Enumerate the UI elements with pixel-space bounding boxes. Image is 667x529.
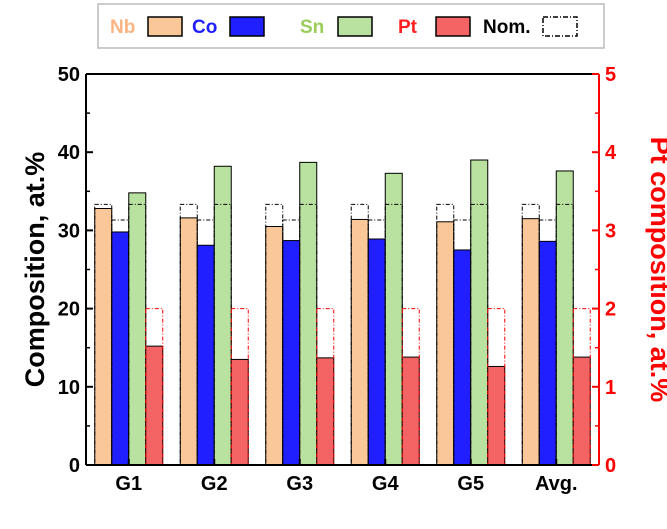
left-tick-label: 0: [69, 455, 80, 477]
legend-swatch-nb: [147, 16, 183, 37]
bar-nb-avg: [521, 218, 540, 466]
x-tick-label: G5: [457, 473, 484, 495]
right-tick-label: 2: [605, 299, 616, 321]
left-tick-label: 40: [58, 142, 80, 164]
right-tick-label: 4: [605, 142, 617, 164]
legend-swatch-sn: [337, 16, 373, 37]
legend-label-pt: Pt: [398, 17, 418, 38]
plot-area: [94, 159, 591, 466]
bar-pt-g2: [230, 358, 249, 466]
bar-co-g3: [282, 240, 301, 466]
left-tick-label: 50: [58, 64, 80, 86]
nominal-marker-sn: [470, 203, 489, 466]
bar-nb-g4: [350, 218, 369, 466]
nominal-marker-sn: [384, 203, 403, 466]
nominal-marker-sn: [128, 203, 147, 466]
bar-nb-g3: [265, 225, 284, 466]
x-tick-label: G2: [201, 473, 228, 495]
bar-nb-g5: [436, 221, 455, 466]
bar-co-g5: [453, 249, 472, 466]
right-axis-title: Pt composition, at.%: [645, 137, 667, 403]
left-tick-label: 10: [58, 377, 80, 399]
legend-swatch-co: [229, 16, 265, 37]
nominal-marker-sn: [299, 203, 318, 466]
bar-co-g4: [367, 238, 386, 466]
bar-sn-g1: [128, 192, 147, 466]
x-tick-label: G1: [115, 473, 142, 495]
bar-sn-g4: [384, 172, 403, 466]
legend-label-nb: Nb: [110, 17, 135, 38]
bar-pt-g1: [145, 345, 164, 466]
bar-co-g1: [111, 231, 130, 466]
nominal-marker-sn: [555, 203, 574, 466]
right-tick-label: 1: [605, 377, 616, 399]
x-tick-label: G4: [372, 473, 400, 495]
bar-nb-g1: [94, 208, 113, 466]
bar-nb-g2: [179, 217, 198, 466]
bar-sn-g2: [213, 165, 232, 466]
bar-sn-g3: [299, 161, 318, 466]
left-axis-title: Composition, at.%: [20, 152, 50, 388]
left-tick-label: 30: [58, 220, 80, 242]
legend-swatch-nom: [542, 16, 578, 37]
bar-sn-g5: [470, 159, 489, 466]
right-tick-label: 5: [605, 64, 616, 86]
legend-label-nom: Nom.: [483, 17, 531, 38]
right-tick-label: 0: [605, 455, 616, 477]
x-tick-label: G3: [286, 473, 313, 495]
right-tick-label: 3: [605, 220, 616, 242]
nominal-marker-sn: [213, 203, 232, 466]
bar-pt-g3: [316, 357, 335, 466]
bar-pt-g5: [487, 365, 506, 466]
legend-label-sn: Sn: [300, 17, 324, 38]
legend-label-co: Co: [192, 17, 217, 38]
legend-swatch-pt: [435, 16, 471, 37]
legend: Nb Co Sn Pt Nom.: [97, 3, 605, 49]
axes: 0 10 20 30 40 50 0 1 2 3 4 5 G1 G2 G3 G4 G5 Avg. Compositi…: [20, 64, 667, 495]
left-tick-label: 20: [58, 299, 80, 321]
bar-co-g2: [196, 244, 215, 466]
bar-co-avg: [538, 240, 557, 466]
bar-pt-avg: [572, 356, 591, 466]
x-tick-label: Avg.: [535, 473, 578, 495]
bar-sn-avg: [555, 170, 574, 466]
bar-pt-g4: [401, 356, 420, 466]
